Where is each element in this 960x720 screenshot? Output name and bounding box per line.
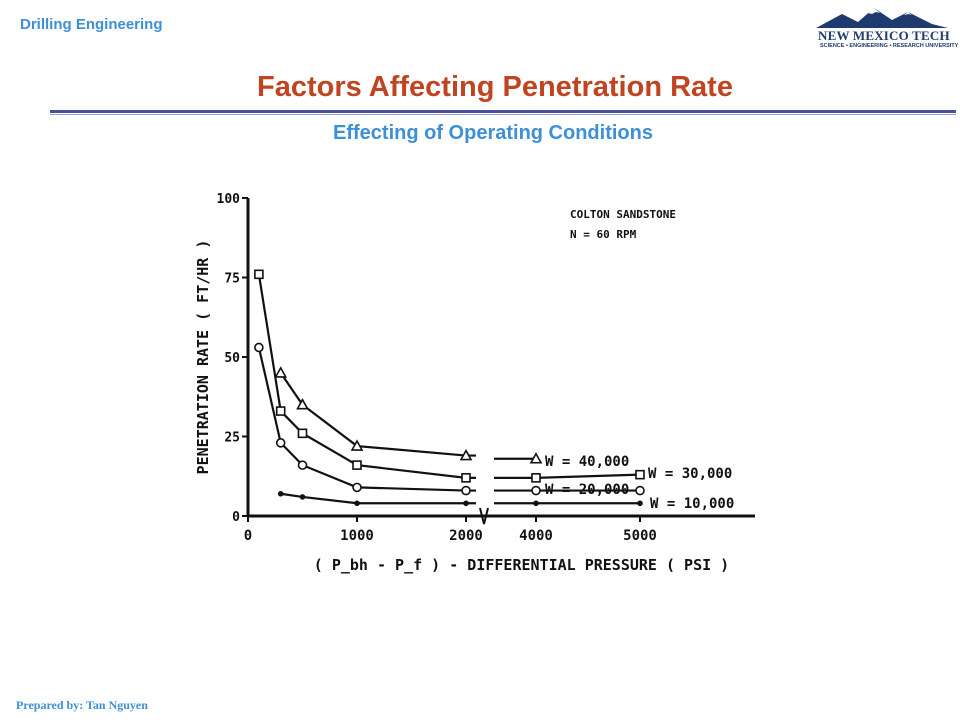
prepared-by-footer: Prepared by: Tan Nguyen: [16, 698, 148, 712]
x-axis-title: ( P_bh - P_f ) - DIFFERENTIAL PRESSURE (…: [314, 556, 729, 574]
data-point: [529, 452, 543, 464]
y-tick-label: 100: [217, 192, 241, 207]
data-point: [354, 500, 360, 507]
axis-break-marker: [479, 507, 489, 525]
y-tick-label: 75: [224, 272, 240, 287]
data-point: [533, 500, 539, 507]
data-point: [463, 500, 469, 507]
data-point: [461, 485, 471, 496]
series-line: [494, 473, 641, 479]
data-point: [297, 428, 308, 439]
y-tick-label: 25: [224, 431, 240, 446]
data-point: [635, 469, 645, 480]
logo-tagline: SCIENCE • ENGINEERING • RESEARCH UNIVERS…: [820, 43, 959, 49]
series-label: W = 10,000: [650, 496, 734, 512]
slide-subtitle: Effecting of Operating Conditions: [333, 122, 653, 144]
data-point: [254, 269, 264, 280]
data-point: [299, 494, 306, 500]
series-label: W = 30,000: [648, 466, 732, 482]
series-line: [257, 347, 476, 492]
x-tick-label: 4000: [519, 528, 553, 544]
data-point: [297, 460, 308, 470]
logo-wordmark: NEW MEXICO TECH: [818, 28, 950, 43]
chart-annotation: COLTON SANDSTONE: [570, 208, 676, 221]
data-point: [531, 473, 541, 483]
data-point: [275, 438, 286, 448]
data-point: [296, 398, 309, 410]
series-line: [279, 372, 476, 457]
data-point: [254, 342, 264, 353]
mountain-logo-icon: [816, 8, 948, 28]
data-point: [352, 482, 362, 493]
x-tick-label: 2000: [449, 528, 483, 544]
slide-title: Factors Affecting Penetration Rate: [257, 71, 733, 103]
y-tick-label: 0: [232, 510, 240, 525]
data-point: [635, 485, 645, 496]
series-line: [280, 492, 476, 505]
data-point: [637, 500, 643, 507]
x-tick-label: 5000: [623, 528, 657, 544]
series-label: W = 20,000: [545, 482, 629, 498]
data-point: [531, 485, 541, 496]
series-label: W = 40,000: [545, 454, 629, 470]
y-axis-title: PENETRATION RATE ( FT/HR ): [194, 240, 212, 475]
data-point: [459, 448, 473, 461]
x-tick-label: 0: [244, 528, 252, 544]
title-divider: [50, 110, 956, 115]
data-point: [274, 366, 288, 378]
data-point: [277, 490, 284, 497]
data-point: [275, 406, 286, 416]
data-point: [352, 460, 362, 470]
chart-annotation: N = 60 RPM: [570, 228, 637, 241]
course-label: Drilling Engineering: [20, 16, 163, 33]
x-tick-label: 1000: [340, 528, 374, 544]
data-point: [350, 439, 364, 451]
data-point: [461, 473, 471, 483]
y-tick-label: 50: [224, 351, 240, 366]
